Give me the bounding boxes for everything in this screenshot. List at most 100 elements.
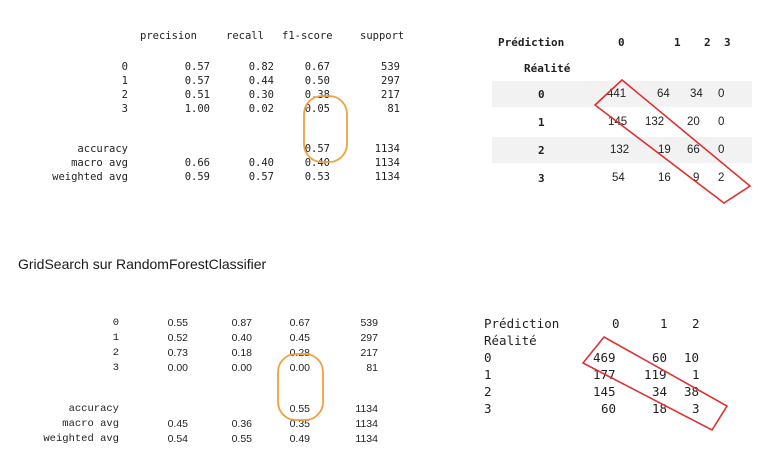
col-header: 0	[612, 316, 620, 331]
summary-label-accuracy: accuracy	[77, 143, 128, 155]
cell: 0.18	[231, 347, 252, 359]
cell: 0.53	[304, 171, 330, 183]
summary-label-weighted-avg: weighted avg	[52, 171, 128, 183]
header-f1-score: f1-score	[282, 30, 333, 42]
cell: 0.55	[289, 403, 310, 415]
row-label: 1	[112, 332, 119, 344]
row-label: 2	[538, 144, 545, 157]
cell: 0	[718, 144, 725, 156]
cell: 469	[593, 350, 616, 365]
cell: 0.57	[184, 61, 210, 73]
cell: 16	[658, 172, 671, 184]
cell: 297	[360, 332, 378, 344]
cell: 1134	[374, 171, 400, 183]
cell: 3	[692, 401, 700, 416]
summary-label-macro-avg: macro avg	[62, 418, 119, 430]
cell: 0.28	[289, 347, 310, 359]
row-label: 1	[484, 367, 492, 382]
cell: 1	[692, 367, 700, 382]
row-label: 0	[121, 61, 128, 73]
row-label: 3	[484, 401, 492, 416]
col-header: 1	[660, 316, 668, 331]
cell: 60	[601, 401, 617, 416]
cell: 0.82	[248, 61, 274, 73]
header-precision: precision	[140, 30, 197, 42]
cell: 1134	[374, 157, 400, 169]
cell: 0.00	[231, 362, 252, 374]
row-label: 0	[538, 88, 545, 101]
cell: 81	[366, 362, 378, 374]
cell: 0.66	[184, 157, 210, 169]
cell: 539	[360, 317, 378, 329]
cell: 1134	[355, 403, 378, 415]
cell: 1134	[374, 143, 400, 155]
cell: 0.38	[304, 89, 330, 101]
cell: 0.30	[248, 89, 274, 101]
cell: 177	[593, 367, 616, 382]
col-header: 0	[618, 36, 625, 49]
cell: 0.36	[231, 418, 252, 430]
header-support: support	[360, 30, 405, 42]
cell: 0.67	[289, 317, 310, 329]
prediction-label: Prédiction	[498, 36, 565, 49]
cell: 0.45	[167, 418, 188, 430]
cell: 0.57	[248, 171, 274, 183]
reality-label: Réalité	[484, 333, 537, 348]
cell: 19	[658, 144, 671, 156]
cell: 0.59	[184, 171, 210, 183]
cell: 0.55	[231, 433, 252, 445]
cell: 0.00	[289, 362, 310, 374]
cell: 0.87	[231, 317, 252, 329]
col-header: 2	[704, 36, 711, 49]
cell: 0.51	[184, 89, 210, 101]
cell: 0.00	[167, 362, 188, 374]
cell: 9	[693, 172, 700, 184]
row-label: 3	[538, 172, 545, 185]
cell: 0.73	[167, 347, 188, 359]
cell: 1134	[355, 418, 378, 430]
cell: 0.40	[231, 332, 252, 344]
cell: 18	[652, 401, 668, 416]
cell: 0.02	[248, 103, 274, 115]
cell: 0	[718, 88, 725, 100]
summary-label-macro-avg: macro avg	[71, 157, 128, 169]
cell: 20	[687, 116, 700, 128]
row-label: 2	[121, 89, 128, 101]
summary-label-accuracy: accuracy	[68, 403, 119, 415]
header-recall: recall	[226, 30, 264, 42]
cell: 145	[593, 384, 616, 399]
cell: 0.67	[304, 61, 330, 73]
row-label: 2	[112, 347, 119, 359]
reality-label: Réalité	[524, 62, 571, 75]
cell: 0.40	[304, 157, 330, 169]
row-label: 2	[484, 384, 492, 399]
cell: 217	[381, 89, 400, 101]
cell: 38	[684, 384, 700, 399]
cell: 441	[607, 88, 627, 100]
row-label: 1	[121, 75, 128, 87]
cell: 0.49	[289, 433, 310, 445]
cell: 66	[687, 144, 700, 156]
cell: 54	[612, 172, 625, 184]
section-title: GridSearch sur RandomForestClassifier	[18, 256, 267, 272]
cell: 0	[718, 116, 725, 128]
col-header: 1	[674, 36, 681, 49]
cell: 0.54	[167, 433, 188, 445]
cell: 2	[718, 172, 725, 184]
cell: 64	[657, 88, 670, 100]
cell: 0.44	[248, 75, 274, 87]
cell: 0.50	[304, 75, 330, 87]
summary-label-weighted-avg: weighted avg	[43, 433, 119, 445]
cell: 539	[381, 61, 400, 73]
col-header: 3	[724, 36, 731, 49]
cell: 297	[381, 75, 400, 87]
cell: 145	[608, 116, 628, 128]
cell: 60	[652, 350, 668, 365]
cell: 0.35	[289, 418, 310, 430]
cell: 34	[652, 384, 668, 399]
cell: 217	[360, 347, 378, 359]
cell: 0.05	[304, 103, 330, 115]
cell: 10	[684, 350, 700, 365]
cell: 34	[690, 88, 703, 100]
cell: 0.55	[167, 317, 188, 329]
